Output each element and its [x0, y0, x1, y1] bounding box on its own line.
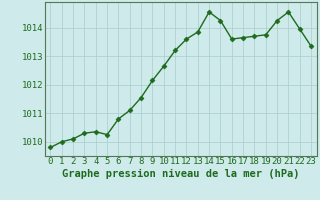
- X-axis label: Graphe pression niveau de la mer (hPa): Graphe pression niveau de la mer (hPa): [62, 169, 300, 179]
